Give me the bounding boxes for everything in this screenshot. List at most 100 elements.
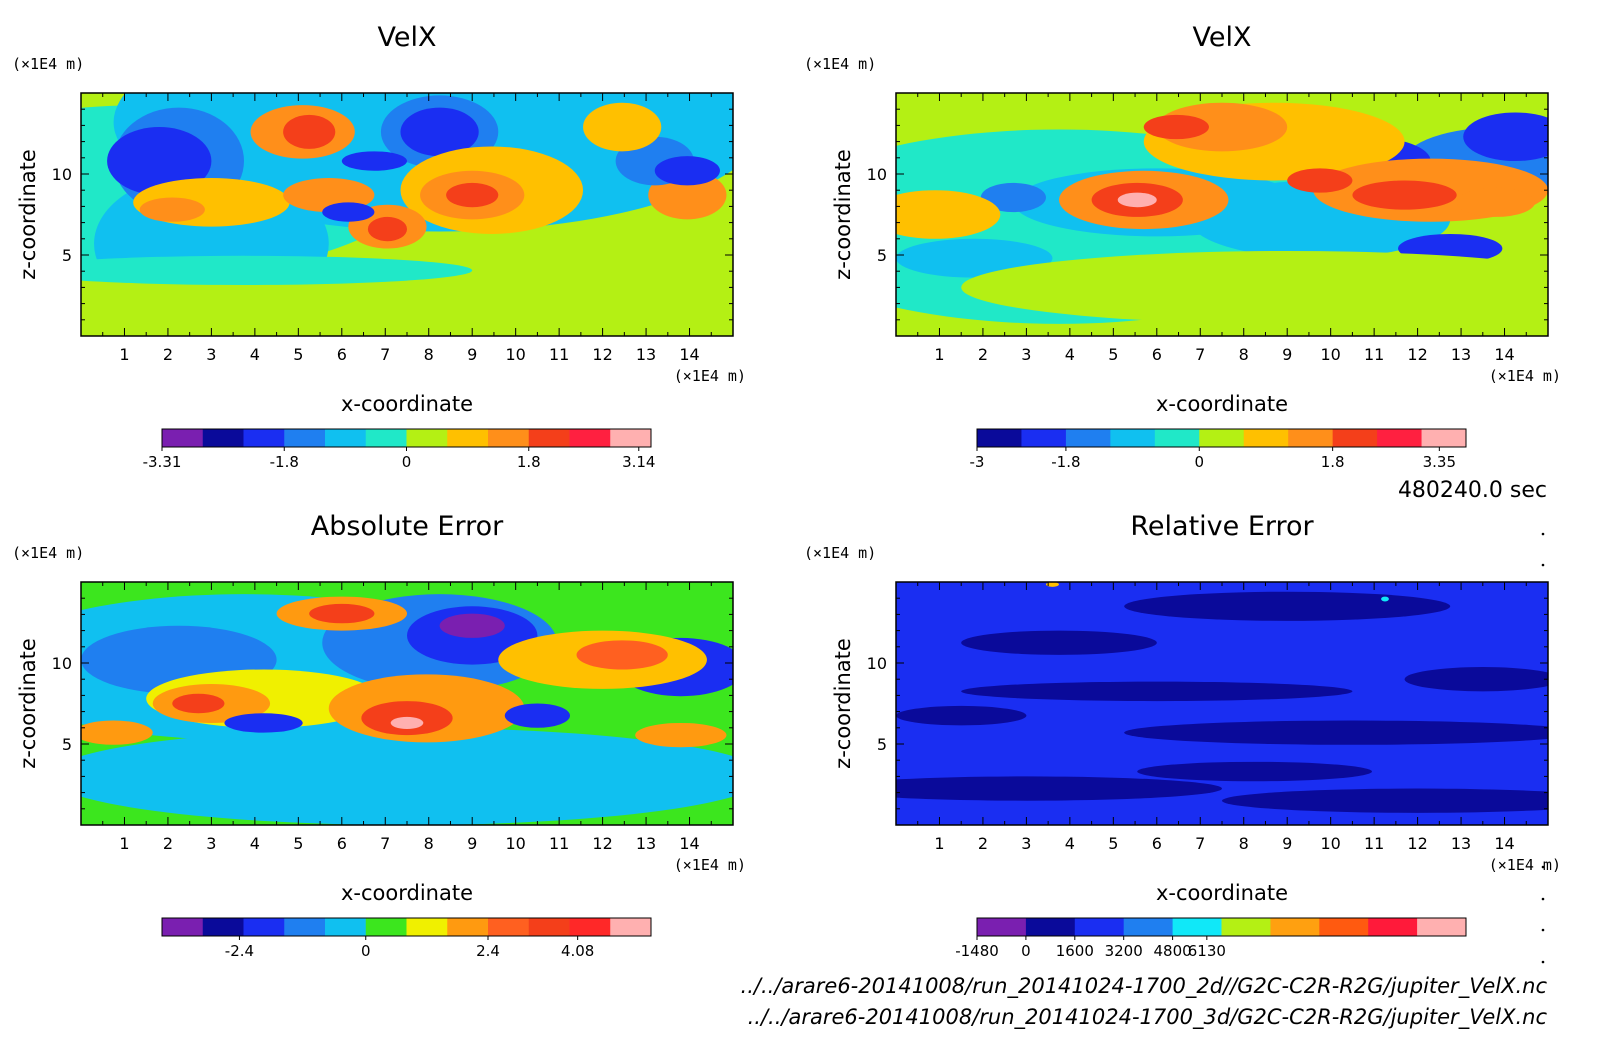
heatmap-field [81, 582, 733, 825]
contour-region [322, 202, 375, 222]
x-tick-label: 14 [1494, 345, 1514, 364]
contour-region [439, 613, 505, 638]
contour-region [635, 722, 727, 748]
colorbar-segment [488, 918, 530, 936]
x-tick-label: 8 [1239, 345, 1249, 364]
x-tick-label: 12 [1407, 345, 1427, 364]
y-unit-label: (×1E4 m) [12, 544, 84, 562]
x-unit-label: (×1E4 m) [1489, 367, 1561, 385]
x-tick-label: 7 [1195, 834, 1205, 853]
contour-region [81, 720, 153, 745]
x-tick-label: 11 [1364, 834, 1384, 853]
x-unit-label: (×1E4 m) [674, 856, 746, 874]
y-tick-label: 10 [867, 165, 887, 184]
colorbar-segment [325, 918, 367, 936]
contour-region [1404, 667, 1548, 692]
x-tick-label: 1 [934, 345, 944, 364]
colorbar-segment [1243, 429, 1289, 447]
x-tick-label: 2 [978, 345, 988, 364]
x-tick-label: 9 [467, 834, 477, 853]
colorbar-segment [284, 429, 326, 447]
panel-title: Absolute Error [311, 511, 504, 542]
y-tick-label: 10 [867, 654, 887, 673]
x-tick-label: 13 [636, 834, 656, 853]
colorbar-tick-label: 1600 [1056, 942, 1094, 960]
x-tick-label: 7 [380, 834, 390, 853]
x-tick-label: 1 [119, 834, 129, 853]
contour-region [980, 182, 1046, 213]
x-tick-label: 4 [250, 345, 260, 364]
x-tick-label: 5 [293, 345, 303, 364]
contour-region [1124, 720, 1548, 745]
colorbar-segment [1172, 918, 1222, 936]
y-tick-label: 5 [877, 246, 887, 265]
contour-region [1156, 102, 1288, 152]
x-tick-label: 6 [1152, 345, 1162, 364]
contour-region [1117, 192, 1157, 208]
colorbar-tick-label: -3.31 [143, 453, 182, 471]
contour-region [400, 107, 479, 157]
colorbar-segment [1332, 429, 1378, 447]
contour-region [1381, 596, 1389, 602]
x-tick-label: 6 [1152, 834, 1162, 853]
colorbar-tick-label: 3.35 [1423, 453, 1456, 471]
colorbar-tick-label: 1.8 [517, 453, 541, 471]
colorbar-tick-label: 4.08 [561, 942, 594, 960]
colorbar-tick-label: 3200 [1105, 942, 1143, 960]
x-tick-label: 7 [1195, 345, 1205, 364]
colorbar-segment [202, 918, 244, 936]
colorbar-segment [1270, 918, 1320, 936]
y-tick-label: 5 [877, 735, 887, 754]
x-tick-label: 8 [424, 834, 434, 853]
colorbar-segment [1123, 918, 1174, 936]
y-unit-label: (×1E4 m) [12, 55, 84, 73]
colorbar-segment [1417, 918, 1467, 936]
contour-region [1352, 180, 1457, 210]
x-tick-label: 1 [934, 834, 944, 853]
contour-region [1463, 112, 1548, 162]
panel-2: VelX(×1E4 m)1 2 3 4 5 6 7 8 9 10 11 12 13 14510(×1E4 … [804, 22, 1561, 471]
x-tick-label: 6 [337, 834, 347, 853]
x-tick-label: 11 [549, 834, 569, 853]
colorbar-segment [569, 918, 611, 936]
x-tick-label: 5 [293, 834, 303, 853]
contour-region [583, 102, 662, 152]
x-tick-label: 5 [1108, 345, 1118, 364]
x-tick-label: 13 [1451, 345, 1471, 364]
y-tick-label: 10 [52, 165, 72, 184]
x-tick-label: 3 [206, 345, 216, 364]
contour-region [1456, 187, 1535, 217]
decorative-dots [1541, 532, 1545, 964]
x-tick-label: 13 [1451, 834, 1471, 853]
x-tick-label: 14 [679, 345, 699, 364]
colorbar-tick-label: 0 [1021, 942, 1031, 960]
colorbar-segment [1221, 918, 1271, 936]
colorbar-segment [977, 429, 1022, 447]
colorbar: -3.31 -1.8 0 1.8 3.14 [143, 428, 655, 471]
x-tick-label: 10 [1320, 834, 1340, 853]
x-tick-label: 10 [505, 345, 525, 364]
colorbar-tick-label: 6130 [1188, 942, 1226, 960]
panel-title: VelX [1193, 22, 1252, 53]
contour-region [961, 250, 1548, 324]
y-unit-label: (×1E4 m) [804, 544, 876, 562]
contour-region [654, 156, 720, 186]
x-tick-label: 10 [1320, 345, 1340, 364]
x-tick-label: 6 [337, 345, 347, 364]
colorbar-segment [1154, 429, 1200, 447]
heatmap-field [81, 93, 733, 336]
colorbar-segment [528, 918, 570, 936]
x-axis-label: x-coordinate [1156, 881, 1288, 905]
contour-region [961, 630, 1157, 655]
x-axis-label: x-coordinate [1156, 392, 1288, 416]
contour-region [172, 693, 225, 714]
x-unit-label: (×1E4 m) [1489, 856, 1561, 874]
contour-region [896, 705, 1027, 726]
x-tick-label: 9 [1282, 345, 1292, 364]
colorbar-segment [569, 429, 611, 447]
contour-region [1222, 788, 1548, 813]
contour-region [896, 776, 1222, 801]
colorbar-tick-label: -1480 [955, 942, 999, 960]
colorbar-frame [161, 917, 652, 937]
